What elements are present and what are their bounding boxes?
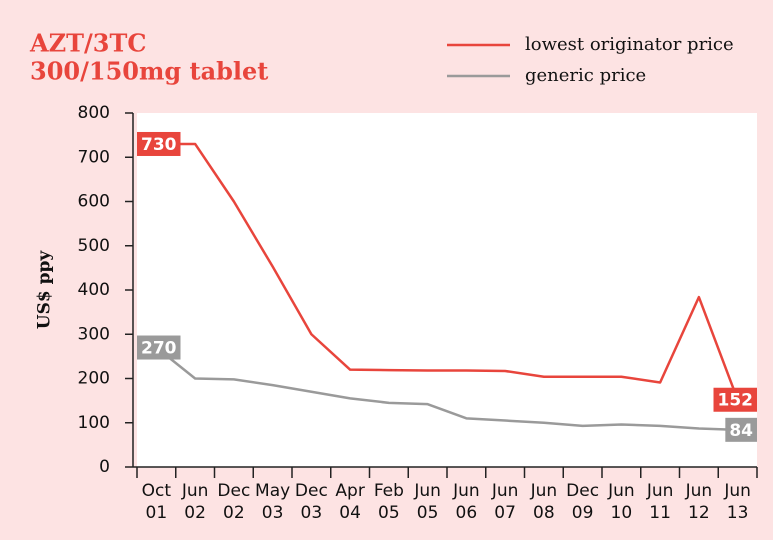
- value-label-box: [725, 417, 757, 442]
- x-tick-label: Dec 09: [566, 481, 599, 523]
- x-tick-label-line: 10: [611, 503, 633, 523]
- x-tick-label-line: Apr: [335, 481, 364, 501]
- x-tick-label-line: 11: [649, 503, 671, 523]
- x-tick-label: Apr 04: [335, 481, 364, 523]
- y-axis-label: US$ ppy: [35, 250, 55, 330]
- value-label: 270: [137, 335, 181, 360]
- y-tick-label: 700: [78, 147, 110, 167]
- x-tick-label-line: Jun: [607, 481, 635, 501]
- y-tick-label: 800: [78, 103, 110, 123]
- x-tick-label-line: Jun: [491, 481, 519, 501]
- x-tick-label: Dec 02: [217, 481, 250, 523]
- x-tick-label-line: Dec: [566, 481, 599, 501]
- x-tick-label: Jun 02: [181, 481, 209, 523]
- value-label-text: 152: [718, 391, 754, 411]
- x-tick-label-line: 13: [727, 503, 749, 523]
- x-tick-label: Oct 01: [142, 481, 172, 523]
- value-label-box: [713, 387, 757, 412]
- x-tick-label-line: 07: [494, 503, 516, 523]
- value-label-text: 84: [729, 421, 753, 441]
- x-tick-label-line: 02: [223, 503, 245, 523]
- x-tick-label-line: 05: [378, 503, 400, 523]
- x-tick-label: Jun 07: [491, 481, 519, 523]
- x-tick-label: May 03: [255, 481, 290, 523]
- x-tick-label: Jun 06: [452, 481, 480, 523]
- legend-label: lowest originator price: [525, 34, 734, 55]
- value-label-box: [137, 131, 181, 156]
- chart-title: AZT/3TC: [29, 29, 146, 58]
- x-tick-label-line: 01: [146, 503, 168, 523]
- x-tick-label: Jun 13: [723, 481, 751, 523]
- x-tick-label: Feb 05: [374, 481, 404, 523]
- y-tick-label: 200: [78, 369, 110, 389]
- x-tick-label: Jun 10: [607, 481, 635, 523]
- x-tick-label-line: Jun: [685, 481, 713, 501]
- value-label-text: 270: [141, 339, 177, 359]
- value-label: 730: [137, 131, 181, 156]
- y-tick-label: 400: [78, 280, 110, 300]
- chart-subtitle: 300/150mg tablet: [30, 57, 268, 86]
- x-tick-label-line: 08: [533, 503, 555, 523]
- legend-label: generic price: [525, 65, 646, 86]
- x-tick-label-line: 09: [572, 503, 594, 523]
- value-label: 84: [725, 417, 757, 442]
- plot-area: [137, 113, 757, 467]
- x-tick-label-line: Jun: [452, 481, 480, 501]
- x-tick-label-line: Dec: [217, 481, 250, 501]
- x-tick-label-line: Jun: [646, 481, 674, 501]
- series-line: [156, 142, 739, 401]
- x-tick-label: Dec 03: [295, 481, 328, 523]
- x-tick-label-line: Jun: [723, 481, 751, 501]
- x-tick-label-line: 06: [456, 503, 478, 523]
- value-label-box: [137, 335, 181, 360]
- x-tick-label-line: Jun: [530, 481, 558, 501]
- x-tick-label-line: Dec: [295, 481, 328, 501]
- x-tick-label-line: 04: [339, 503, 361, 523]
- y-tick-label: 600: [78, 192, 110, 212]
- x-tick-label-line: May: [255, 481, 290, 501]
- value-label-text: 730: [141, 135, 177, 155]
- x-tick-label-line: Jun: [181, 481, 209, 501]
- x-tick-label-line: 02: [184, 503, 206, 523]
- y-tick-label: 500: [78, 236, 110, 256]
- y-tick-label: 300: [78, 324, 110, 344]
- x-tick-label-line: Feb: [374, 481, 404, 501]
- x-tick-label: Jun 11: [646, 481, 674, 523]
- x-tick-label-line: Oct: [142, 481, 172, 501]
- series-line: [155, 346, 738, 432]
- x-tick-label-line: 03: [262, 503, 284, 523]
- y-tick-label: 0: [99, 457, 110, 477]
- x-tick-label-line: Jun: [413, 481, 441, 501]
- y-tick-label: 100: [78, 413, 110, 433]
- x-tick-label: Jun 05: [413, 481, 441, 523]
- x-tick-label-line: 03: [301, 503, 323, 523]
- value-label: 152: [713, 387, 757, 412]
- x-tick-label: Jun 12: [685, 481, 713, 523]
- x-tick-label-line: 05: [417, 503, 439, 523]
- x-tick-label: Jun 08: [530, 481, 558, 523]
- x-tick-label-line: 12: [688, 503, 710, 523]
